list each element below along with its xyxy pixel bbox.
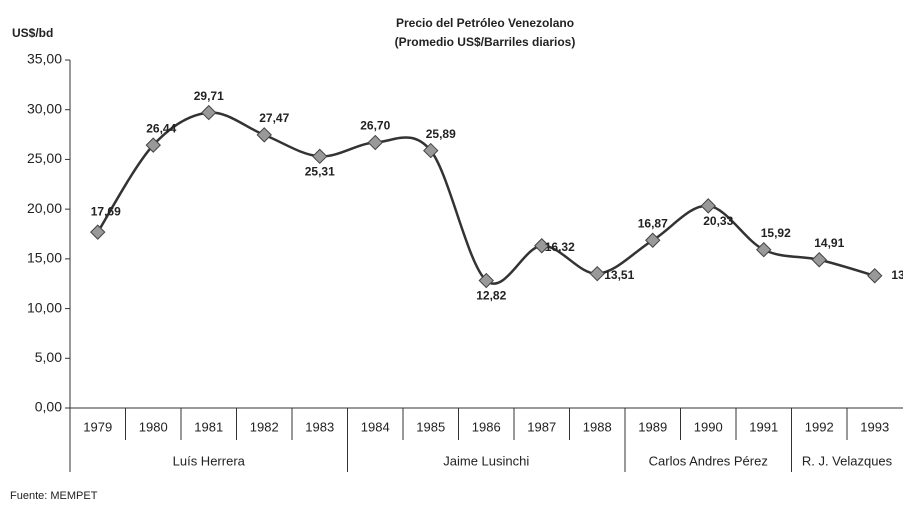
y-tick-label: 10,00: [27, 299, 62, 315]
x-tick-label: 1979: [83, 419, 112, 434]
x-tick-label: 1980: [139, 419, 168, 434]
data-label: 25,89: [426, 127, 456, 141]
x-tick-label: 1984: [361, 419, 390, 434]
marker: [90, 224, 106, 240]
marker: [589, 265, 605, 282]
marker: [700, 198, 716, 214]
x-tick-label: 1988: [583, 419, 612, 434]
x-tick-label: 1985: [416, 419, 445, 434]
group-label: Carlos Andres Pérez: [649, 453, 768, 468]
marker: [256, 127, 272, 143]
data-label: 12,82: [476, 289, 506, 303]
data-label: 13,51: [604, 268, 634, 282]
data-label: 16,32: [545, 240, 575, 254]
x-tick-label: 1983: [305, 419, 334, 434]
marker: [534, 238, 550, 254]
marker: [423, 142, 439, 159]
data-label: 17,69: [91, 204, 121, 218]
data-label: 29,71: [194, 89, 224, 103]
marker: [478, 272, 494, 289]
marker: [645, 232, 661, 248]
data-label: 14,91: [814, 236, 844, 250]
marker: [867, 268, 883, 284]
marker: [811, 252, 827, 268]
x-tick-label: 1990: [694, 419, 723, 434]
data-label: 26,44: [146, 121, 176, 135]
group-label: R. J. Velazques: [802, 453, 893, 468]
x-tick-label: 1993: [860, 419, 889, 434]
group-label: Jaime Lusinchi: [443, 453, 529, 468]
marker: [367, 134, 383, 151]
y-axis-label: US$/bd: [12, 26, 53, 40]
data-label: 26,70: [360, 119, 390, 133]
y-tick-label: 30,00: [27, 100, 62, 116]
x-tick-label: 1989: [638, 419, 667, 434]
y-tick-label: 25,00: [27, 150, 62, 166]
y-tick-label: 35,00: [27, 51, 62, 67]
data-label: 13,: [891, 268, 903, 282]
x-tick-label: 1986: [472, 419, 501, 434]
chart-title: Precio del Petróleo Venezolano: [396, 16, 574, 30]
chart-subtitle: (Promedio US$/Barriles diarios): [395, 35, 576, 49]
group-label: Luís Herrera: [173, 453, 246, 468]
x-tick-label: 1982: [250, 419, 279, 434]
data-label: 16,87: [638, 216, 668, 230]
y-tick-label: 15,00: [27, 250, 62, 266]
data-label: 27,47: [259, 111, 289, 125]
x-tick-label: 1991: [749, 419, 778, 434]
x-tick-label: 1987: [527, 419, 556, 434]
y-tick-label: 0,00: [35, 399, 62, 415]
data-label: 25,31: [305, 165, 335, 179]
line: [96, 111, 876, 285]
y-tick-label: 5,00: [35, 349, 62, 365]
x-tick-label: 1992: [805, 419, 834, 434]
data-label: 15,92: [761, 226, 791, 240]
marker: [145, 137, 161, 153]
data-label: 20,33: [703, 214, 733, 228]
marker: [756, 242, 772, 258]
y-tick-label: 20,00: [27, 200, 62, 216]
marker: [201, 104, 217, 121]
marker: [312, 148, 328, 165]
source: Fuente: MEMPET: [10, 490, 98, 502]
x-tick-label: 1981: [194, 419, 223, 434]
